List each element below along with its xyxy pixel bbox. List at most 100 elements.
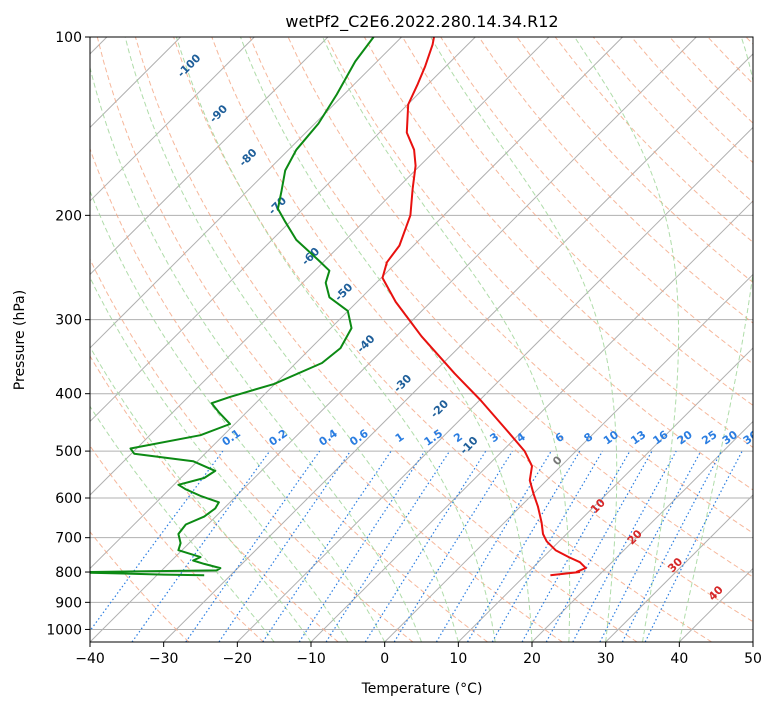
mixing-ratio-label: 30 [720,428,740,448]
mixing-ratio-label: 0.6 [347,427,371,449]
mixing-ratio-line [599,450,702,642]
adiabat-label: 40 [706,583,726,603]
mixing-ratio-label: 0.1 [220,427,243,449]
x-tick-label: 0 [380,651,389,667]
axes-layer: −40 −30 −20 −10 0 10 20 30 40 50 100 200 300 400 500 60… [46,30,762,667]
x-tick-label: 40 [670,651,688,667]
dry-adiabat-line [249,37,753,578]
moist-adiabat-line [322,37,571,642]
moist-adiabat-line [574,37,680,642]
mixing-ratio-label: 0.4 [316,427,340,449]
adiabat-label: -60 [299,245,322,268]
isotherm-line [90,37,402,349]
dry-adiabat-line [90,258,414,642]
dry-adiabat-line [96,37,563,642]
moist-adiabat-line [240,37,533,642]
x-tick-label: −20 [223,651,253,667]
dry-adiabat-line [554,37,753,243]
dry-adiabat-line [707,37,753,85]
mixing-ratio-line [466,450,581,642]
isotherm-line [605,494,753,642]
y-tick-label: 500 [55,444,82,460]
x-tick-label: 30 [597,651,615,667]
x-tick-label: 20 [523,651,541,667]
mixing-ratio-label: 13 [628,428,648,447]
moist-adiabat-line [90,276,349,642]
mixing-ratio-line [131,450,271,642]
moist-adiabat-line [678,37,753,642]
isotherm-line [384,273,753,642]
isotherm-line [457,347,753,642]
y-tick-label: 400 [55,387,82,403]
moist-adiabat-line [90,405,275,642]
moist-adiabat-line [175,37,496,642]
dry-adiabat-line [134,37,638,642]
mixing-ratio-label: 16 [651,428,671,448]
mixing-ratio-line [90,450,224,632]
moist-adiabat-line [124,37,459,642]
isotherm-line [90,37,550,496]
isotherm-line [90,37,329,276]
mixing-ratio-line [393,450,513,642]
isotherm-line [678,567,753,642]
adiabat-label: 10 [588,496,608,516]
x-axis-title: Temperature (°C) [361,681,483,697]
mixing-ratio-line [325,450,451,642]
mixing-ratio-label: 10 [601,428,621,448]
mixing-ratio-label: 1 [393,430,407,445]
y-tick-label: 700 [55,531,82,547]
dry-adiabat-line [478,37,753,324]
mixing-ratio-label: 20 [675,428,695,448]
dry-adiabat-line [211,37,753,623]
adiabat-label: -20 [428,397,451,420]
x-tick-label: 10 [449,651,467,667]
mixing-ratio-label: 3 [487,430,501,445]
mixing-ratio-line [298,450,426,642]
isotherm-line [310,200,753,642]
y-tick-label: 900 [55,595,82,611]
y-tick-label: 300 [55,313,82,329]
dry-adiabat-line [745,37,753,45]
adiabat-label: -50 [332,280,355,303]
y-axis-title: Pressure (hPa) [12,290,28,390]
x-tick-label: −40 [75,651,105,667]
y-tick-label: 600 [55,491,82,507]
adiabat-label: -80 [236,146,259,169]
dewpoint-surface-line [90,571,205,577]
temperature-line [381,37,587,573]
isotherm-line [90,37,255,202]
dry-adiabat-line [90,355,339,642]
isotherm-line [90,37,476,423]
adiabat-label: -90 [207,102,230,125]
mixing-ratio-label: 25 [699,428,719,447]
mixing-ratio-line [521,450,631,642]
moist-adiabat-line [90,65,422,642]
dry-adiabat-line [90,445,264,642]
plot-frame [89,36,754,643]
dry-adiabat-line [669,37,753,124]
dry-adiabat-line [173,37,712,642]
dry-adiabat-line [592,37,753,203]
adiabat-label: 20 [625,527,645,547]
y-tick-label: 200 [55,208,82,224]
adiabat-label: -30 [391,372,414,395]
mixing-ratio-line [364,450,487,642]
mixing-ratio-line [218,450,351,642]
x-tick-label: 50 [744,651,762,667]
x-tick-label: −30 [149,651,179,667]
moist-adiabat-line [90,346,312,642]
mixing-ratio-label: 4 [514,430,528,445]
mixing-ratio-line [644,450,743,642]
mixing-ratio-line [545,450,653,642]
isotherm-line [752,641,753,642]
mixing-ratio-line [262,450,392,642]
dry-adiabat-line [90,530,190,642]
dry-adiabat-line [90,147,488,642]
moist-adiabat-line [90,189,386,642]
y-tick-label: 100 [55,30,82,46]
parcel-short-line [550,571,581,577]
isotherm-line [90,37,623,570]
plot-area: 0.1 0.2 0.4 0.6 1 1.5 2 3 4 6 8 10 13 16 20 25 30 36-100-… [90,37,753,642]
x-tick-label: −10 [296,651,326,667]
